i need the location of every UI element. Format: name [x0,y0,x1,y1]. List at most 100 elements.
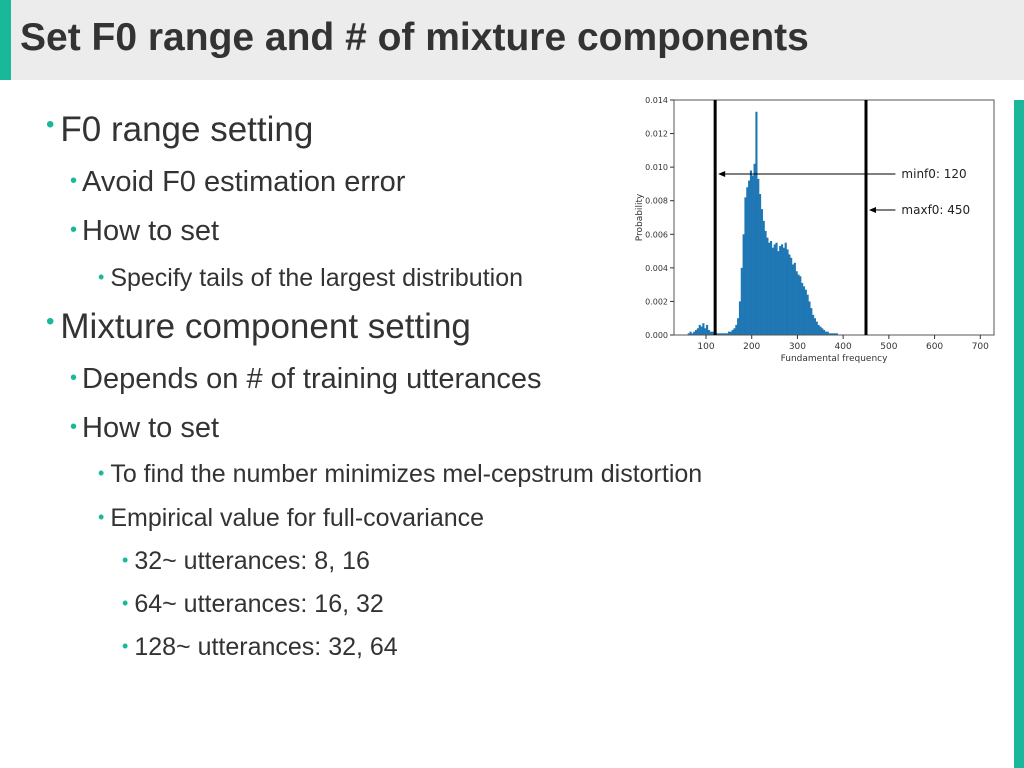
histogram-bar [784,242,787,335]
histogram-bar [782,247,785,335]
histogram-bar [757,178,760,335]
histogram-bar [702,323,705,335]
histogram-bar [810,308,813,335]
bullet-dot: • [70,170,78,192]
histogram-bar [691,333,694,335]
histogram-bar [716,333,720,335]
bullet-f0-range: • F0 range setting [46,110,313,150]
bullet-text: 128~ utterances: 32, 64 [134,633,398,661]
bullet-dot: • [98,463,105,483]
plot-frame [673,99,995,336]
histogram-bar [707,329,710,335]
histogram-bar [808,301,811,335]
bullet-depends-on: • Depends on # of training utterances [70,363,541,396]
histogram-bar [704,328,707,335]
histogram-bar [748,180,751,335]
y-tick-label: 0.010 [645,163,668,172]
bullet-dot: • [122,636,129,656]
bullet-text: F0 range setting [60,110,314,149]
bullet-empirical-value: • Empirical value for full-covariance [98,504,484,533]
bullet-text: Depends on # of training utterances [82,363,542,395]
bullet-dot: • [122,593,129,613]
y-tick-label: 0.008 [645,197,668,206]
y-axis-label: Probability [635,193,645,241]
title-accent-bar [0,0,11,80]
histogram-bar [706,324,709,335]
title-band [0,0,1024,80]
annotation-arrowhead [869,207,876,213]
histogram-bar [795,271,798,335]
histogram-bar [793,262,796,335]
bullet-dot: • [46,111,55,138]
bullet-dot: • [122,550,129,570]
x-tick-label: 400 [835,342,852,352]
right-accent-bar [1014,100,1024,768]
histogram-bar [780,244,784,335]
bullet-32-utterances: • 32~ utterances: 8, 16 [122,547,370,576]
histogram-bar [696,328,699,335]
histogram-bar [791,264,795,335]
y-tick-label: 0.012 [645,130,668,139]
histogram-bar [738,301,742,335]
f0-histogram-chart: 100 200 300 400 500 600 700 0.000 0.002 0.004 0.00… [635,96,995,364]
x-axis-label: Fundamental frequency [781,354,889,364]
histogram-bar [735,324,738,335]
histogram-bar [819,326,822,335]
histogram-bar [815,321,818,335]
histogram-bar [744,197,747,335]
histogram-bar [777,251,780,335]
histogram-bar [768,242,771,335]
histogram-bar [693,331,696,335]
histogram-bar [687,333,690,335]
histogram-bar [801,282,804,335]
histogram-bar [695,329,698,335]
bullet-64-utterances: • 64~ utterances: 16, 32 [122,590,384,619]
histogram-bar [826,331,829,335]
histogram-bar [797,274,800,335]
histogram-bar [733,328,736,335]
f0-range-markers: minf0: 120 maxf0: 450 [713,100,970,335]
y-tick-label: 0.014 [645,96,668,105]
histogram-bar [821,328,824,335]
histogram-bar [749,170,753,335]
histogram-bar [711,331,714,335]
bullet-find-number: • To find the number minimizes mel-cepstr… [98,460,702,489]
bullet-mixture-component: • Mixture component setting [46,307,471,347]
histogram-bar [828,333,831,335]
bullet-specify-tails: • Specify tails of the largest distributi… [98,264,523,293]
histogram-bar [720,333,723,335]
bullet-dot: • [70,219,78,241]
histogram-bar [731,329,734,335]
bullet-dot: • [98,267,105,287]
bullet-how-to-set-f0: • How to set [70,215,219,248]
histogram-bar [770,241,773,335]
histogram-bar [824,331,827,335]
histogram-bar [804,289,807,335]
histogram-bar [753,163,756,335]
x-tick-label: 600 [926,342,943,352]
histogram-bar [832,333,835,335]
histogram-bar [742,234,745,335]
x-tick-label: 200 [743,342,760,352]
bullet-text: How to set [82,412,220,444]
bullet-dot: • [46,308,55,335]
annotation-label: maxf0: 450 [901,203,970,217]
histogram-bar [835,333,838,335]
histogram-bar [788,254,791,335]
histogram-bar [755,111,758,335]
histogram-bar [799,276,802,335]
y-tick-label: 0.006 [645,230,668,239]
histogram-bar [786,249,789,335]
y-tick-label: 0.000 [645,331,668,340]
bullet-text: To find the number minimizes mel-cepstru… [110,460,703,488]
histogram-bar [775,242,778,335]
histogram-bar [700,326,703,335]
x-tick-label: 100 [697,342,714,352]
bullet-text: 32~ utterances: 8, 16 [134,547,370,575]
chart-axes: 100 200 300 400 500 600 700 0.000 0.002 0.004 0.00… [635,96,995,364]
histogram-bar [722,333,725,335]
histogram-bar [773,244,776,335]
histogram-bar [737,318,740,335]
slide-title: Set F0 range and # of mixture components [20,16,809,59]
histogram-bar [689,331,692,335]
